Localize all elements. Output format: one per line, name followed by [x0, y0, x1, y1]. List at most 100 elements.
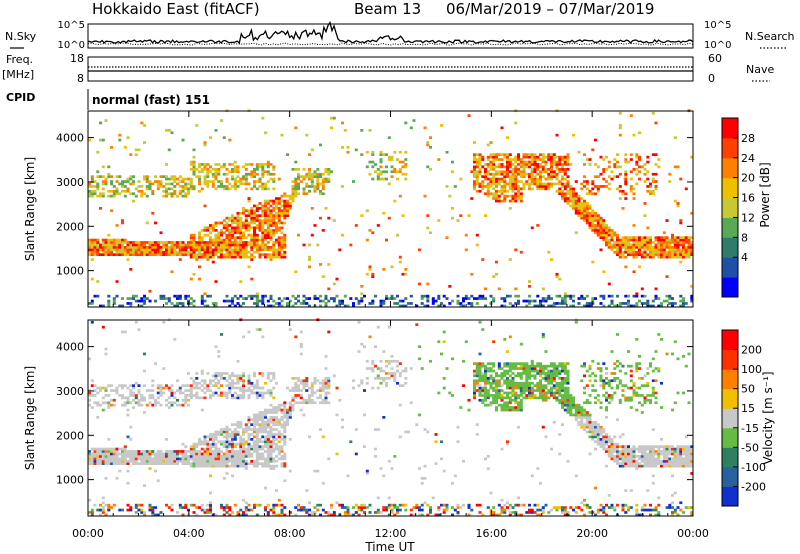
echo-cell	[418, 513, 421, 517]
echo-cell	[200, 299, 204, 303]
echo-cell	[233, 182, 237, 186]
echo-cell	[88, 246, 91, 249]
echo-cell	[530, 386, 534, 390]
echo-cell	[170, 401, 174, 405]
echo-cell	[561, 192, 564, 196]
echo-cell	[544, 185, 548, 188]
echo-cell	[134, 299, 138, 303]
echo-cell	[261, 168, 265, 171]
echo-cell	[478, 384, 482, 387]
echo-cell	[184, 192, 188, 196]
echo-cell	[338, 248, 342, 252]
echo-cell	[269, 177, 273, 181]
echo-cell	[299, 302, 303, 305]
echo-cell	[253, 506, 256, 509]
echo-cell	[277, 219, 281, 222]
echo-cell	[283, 202, 287, 205]
echo-cell	[264, 163, 267, 166]
echo-cell	[236, 226, 240, 230]
echo-cell	[519, 401, 523, 405]
echo-cell	[508, 177, 512, 181]
echo-cell	[327, 170, 331, 174]
echo-cell	[165, 189, 168, 193]
echo-cell	[341, 121, 344, 125]
echo-cell	[154, 469, 157, 473]
echo-cell	[481, 374, 485, 378]
echo-cell	[264, 457, 267, 461]
echo-cell	[574, 180, 578, 183]
echo-cell	[321, 508, 325, 512]
echo-cell	[244, 297, 248, 300]
echo-cell	[522, 182, 526, 186]
echo-cell	[442, 503, 446, 507]
echo-cell	[519, 362, 523, 365]
echo-cell	[203, 253, 207, 256]
echo-cell	[651, 304, 655, 308]
echo-cell	[431, 496, 435, 500]
echo-cell	[533, 374, 537, 378]
echo-cell	[286, 411, 289, 414]
echo-cell	[638, 236, 641, 239]
echo-cell	[211, 394, 215, 397]
echo-cell	[651, 153, 655, 156]
echo-cell	[90, 320, 94, 324]
echo-cell	[594, 211, 597, 215]
echo-cell	[528, 165, 531, 169]
echo-cell	[121, 304, 124, 308]
echo-cell	[321, 384, 325, 387]
echo-cell	[536, 185, 540, 188]
echo-cell	[151, 192, 155, 196]
echo-cell	[277, 250, 281, 254]
echo-cell	[211, 459, 215, 463]
echo-cell	[170, 394, 174, 397]
echo-cell	[379, 369, 383, 373]
echo-cell	[528, 394, 531, 397]
echo-cell	[503, 189, 507, 193]
echo-cell	[437, 391, 441, 395]
echo-cell	[148, 396, 152, 400]
echo-cell	[269, 508, 273, 512]
echo-cell	[291, 189, 295, 193]
echo-cell	[242, 231, 245, 235]
echo-cell	[638, 248, 641, 252]
echo-cell	[539, 185, 542, 188]
echo-cell	[332, 282, 336, 286]
echo-cell	[635, 243, 639, 247]
echo-cell	[187, 250, 190, 254]
echo-cell	[286, 199, 289, 203]
echo-cell	[214, 187, 218, 191]
echo-cell	[104, 386, 108, 390]
echo-cell	[277, 304, 281, 308]
echo-cell	[132, 391, 135, 395]
echo-cell	[272, 467, 276, 470]
echo-cell	[214, 372, 218, 375]
echo-cell	[473, 379, 476, 383]
echo-cell	[258, 438, 262, 441]
echo-cell	[211, 379, 215, 383]
echo-cell	[519, 165, 523, 169]
echo-cell	[585, 207, 589, 210]
echo-cell	[181, 253, 185, 256]
echo-cell	[198, 450, 201, 453]
echo-cell	[209, 462, 212, 465]
echo-cell	[264, 229, 267, 232]
echo-cell	[401, 503, 405, 507]
echo-cell	[173, 457, 177, 461]
echo-cell	[616, 175, 619, 178]
echo-cell	[544, 394, 548, 397]
echo-cell	[148, 459, 152, 463]
echo-cell	[258, 177, 262, 181]
echo-cell	[192, 394, 196, 397]
echo-cell	[665, 250, 669, 254]
echo-cell	[239, 221, 243, 225]
echo-cell	[189, 462, 193, 465]
echo-cell	[506, 175, 509, 178]
echo-cell	[547, 185, 551, 188]
echo-cell	[121, 508, 124, 512]
echo-cell	[387, 325, 391, 329]
echo-cell	[272, 418, 276, 422]
echo-cell	[272, 231, 276, 235]
echo-cell	[222, 372, 226, 375]
echo-cell	[679, 299, 683, 303]
echo-cell	[514, 194, 518, 198]
